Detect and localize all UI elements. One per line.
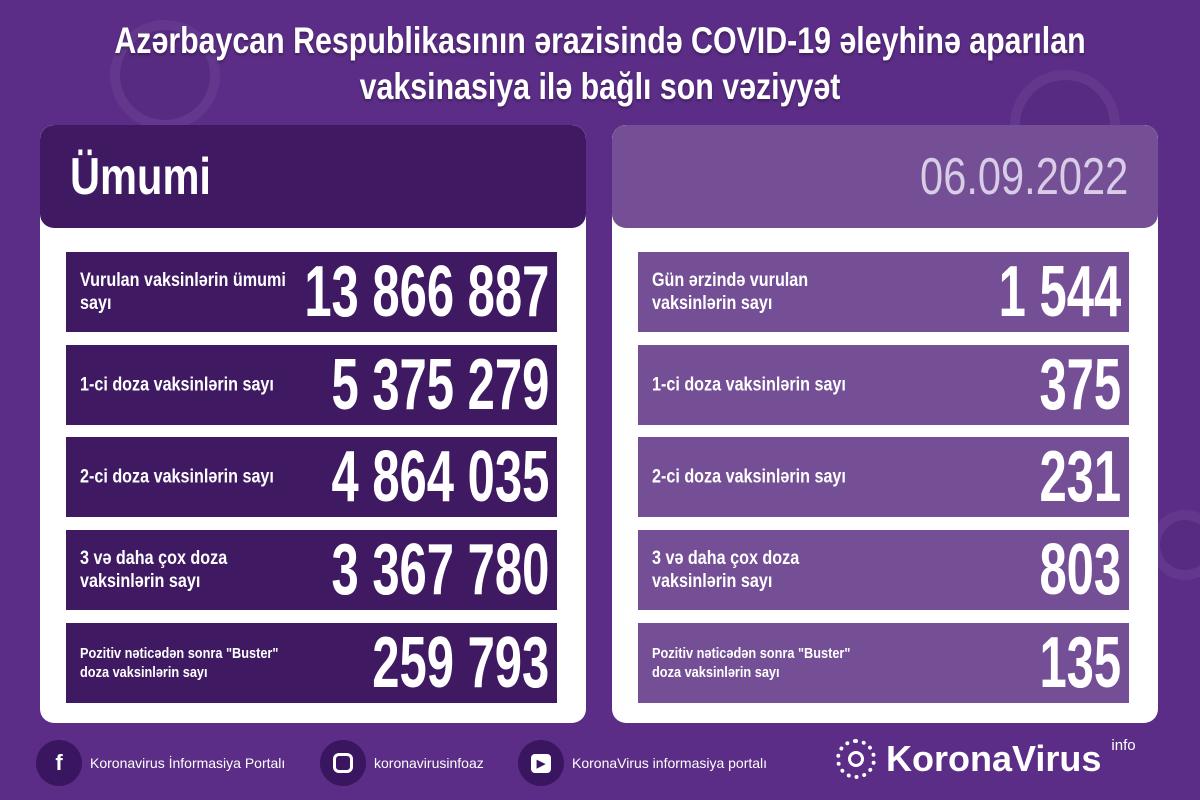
stat-value: 231	[1039, 437, 1121, 517]
stat-row: Pozitiv nəticədən sonra "Buster" doza va…	[638, 623, 1129, 703]
stat-row: 2-ci doza vaksinlərin sayı 231	[638, 437, 1129, 517]
daily-header: 06.09.2022	[612, 125, 1158, 228]
stat-row: 3 və daha çox doza vaksinlərin sayı 3 367…	[66, 530, 557, 610]
facebook-text: Koronavirus İnformasiya Portalı	[90, 755, 286, 771]
daily-panel: 06.09.2022 Gün ərzində vurulan vaksinlər…	[612, 125, 1158, 723]
total-header: Ümumi	[40, 125, 586, 228]
youtube-link[interactable]: ▶ KoronaVirus informasiya portalı	[518, 740, 767, 786]
stat-label: Pozitiv nəticədən sonra "Buster" doza va…	[80, 645, 279, 681]
total-header-text: Ümumi	[70, 148, 211, 206]
stat-row: 1-ci doza vaksinlərin sayı 5 375 279	[66, 345, 557, 425]
youtube-icon: ▶	[518, 740, 564, 786]
title-line-1: Azərbaycan Respublikasının ərazisində CO…	[114, 20, 1086, 61]
title-line-2: vaksinasiya ilə bağlı son vəziyyət	[359, 66, 841, 107]
stat-value: 13 866 887	[303, 252, 549, 332]
date-text: 06.09.2022	[919, 148, 1128, 206]
stat-value: 803	[1039, 530, 1121, 610]
stat-row: 3 və daha çox doza vaksinlərin sayı 803	[638, 530, 1129, 610]
facebook-icon: f	[36, 740, 82, 786]
stat-label: Pozitiv nəticədən sonra "Buster" doza va…	[652, 645, 851, 681]
stat-row: Gün ərzində vurulan vaksinlərin sayı 1 54…	[638, 252, 1129, 332]
stat-label: 2-ci doza vaksinlərin sayı	[652, 466, 846, 488]
facebook-link[interactable]: f Koronavirus İnformasiya Portalı	[36, 740, 285, 786]
stat-label: Gün ərzində vurulan vaksinlərin sayı	[652, 270, 809, 314]
stat-label: Vurulan vaksinlərin ümumi sayı	[80, 270, 286, 314]
stat-row: Vurulan vaksinlərin ümumi sayı 13 866 887	[66, 252, 557, 332]
stat-value: 1 544	[998, 252, 1121, 332]
stat-row: Pozitiv nəticədən sonra "Buster" doza va…	[66, 623, 557, 703]
stat-value: 4 864 035	[331, 437, 549, 517]
stat-value: 259 793	[372, 623, 549, 703]
stat-label: 2-ci doza vaksinlərin sayı	[80, 466, 274, 488]
stat-value: 135	[1039, 623, 1121, 703]
stat-label: 3 və daha çox doza vaksinlərin sayı	[80, 548, 228, 592]
stat-row: 1-ci doza vaksinlərin sayı 375	[638, 345, 1129, 425]
virus-logo-icon	[836, 739, 876, 779]
stat-value: 375	[1039, 345, 1121, 425]
brand-sup: info	[1111, 736, 1136, 754]
instagram-icon	[320, 740, 366, 786]
brand-text: KoronaVirus	[886, 738, 1102, 779]
instagram-text: koronavirusinfoaz	[374, 755, 484, 771]
page-title: Azərbaycan Respublikasının ərazisində CO…	[108, 18, 1092, 110]
instagram-link[interactable]: koronavirusinfoaz	[320, 740, 484, 786]
youtube-text: KoronaVirus informasiya portalı	[572, 755, 768, 771]
stat-label: 1-ci doza vaksinlərin sayı	[652, 374, 846, 396]
stat-label: 1-ci doza vaksinlərin sayı	[80, 374, 274, 396]
stat-label: 3 və daha çox doza vaksinlərin sayı	[652, 548, 800, 592]
stat-value: 5 375 279	[331, 345, 549, 425]
stat-value: 3 367 780	[331, 530, 549, 610]
koronavirus-logo: KoronaVirus info	[836, 736, 1136, 780]
stat-row: 2-ci doza vaksinlərin sayı 4 864 035	[66, 437, 557, 517]
total-panel: Ümumi Vurulan vaksinlərin ümumi sayı 13 8…	[40, 125, 586, 723]
